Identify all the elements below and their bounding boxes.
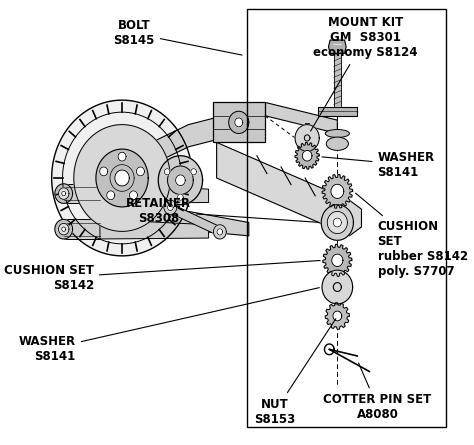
Polygon shape (321, 205, 354, 240)
Polygon shape (302, 150, 312, 161)
Polygon shape (100, 219, 209, 239)
Polygon shape (295, 125, 319, 151)
Text: MOUNT KIT
GM  S8301
economy S8124: MOUNT KIT GM S8301 economy S8124 (310, 16, 418, 131)
Polygon shape (333, 311, 342, 321)
Polygon shape (178, 194, 183, 200)
Polygon shape (100, 184, 209, 203)
Polygon shape (322, 174, 353, 208)
Ellipse shape (325, 129, 349, 138)
Polygon shape (100, 167, 108, 176)
Polygon shape (137, 167, 145, 176)
Polygon shape (58, 223, 69, 235)
Text: NUT
S8153: NUT S8153 (255, 319, 336, 425)
Polygon shape (168, 202, 221, 237)
Text: WASHER
S8141: WASHER S8141 (18, 287, 319, 363)
Polygon shape (64, 219, 100, 239)
Polygon shape (175, 175, 185, 186)
Polygon shape (64, 184, 100, 203)
Polygon shape (331, 184, 344, 198)
Polygon shape (322, 270, 353, 304)
Polygon shape (333, 283, 341, 291)
Polygon shape (55, 184, 73, 203)
Polygon shape (158, 156, 202, 205)
Polygon shape (167, 166, 193, 194)
Text: BOLT
S8145: BOLT S8145 (113, 20, 242, 55)
Polygon shape (217, 142, 362, 236)
Bar (318, 107, 356, 116)
Text: CUSHION SET
S8142: CUSHION SET S8142 (4, 260, 320, 292)
Polygon shape (328, 40, 346, 53)
Polygon shape (107, 191, 115, 200)
Bar (334, 53, 341, 107)
Text: CUSHION
SET
rubber S8142
poly. S7707: CUSHION SET rubber S8142 poly. S7707 (356, 193, 468, 278)
Text: COTTER PIN SET
A8080: COTTER PIN SET A8080 (323, 363, 432, 421)
Polygon shape (332, 254, 343, 267)
Polygon shape (295, 142, 319, 169)
Bar (247, 9, 446, 427)
Ellipse shape (326, 137, 348, 150)
Polygon shape (213, 225, 226, 239)
Polygon shape (228, 111, 249, 134)
Polygon shape (52, 100, 192, 256)
Polygon shape (327, 211, 347, 234)
Polygon shape (58, 188, 69, 199)
Polygon shape (124, 200, 249, 236)
Polygon shape (164, 200, 177, 214)
Polygon shape (213, 102, 265, 142)
Polygon shape (118, 152, 126, 161)
Text: RETAINER
S8308: RETAINER S8308 (126, 198, 319, 225)
Polygon shape (333, 218, 341, 227)
Polygon shape (115, 170, 129, 186)
Polygon shape (323, 244, 352, 276)
Text: WASHER
S8141: WASHER S8141 (322, 151, 435, 178)
Polygon shape (265, 102, 337, 134)
Polygon shape (62, 191, 66, 196)
Polygon shape (325, 303, 349, 329)
Polygon shape (129, 191, 137, 200)
Polygon shape (96, 149, 148, 207)
Polygon shape (124, 111, 249, 178)
Polygon shape (191, 169, 196, 175)
Polygon shape (55, 219, 73, 239)
Polygon shape (62, 227, 66, 231)
Polygon shape (74, 125, 170, 231)
Bar (305, 123, 309, 136)
Polygon shape (217, 229, 223, 235)
Polygon shape (235, 118, 243, 127)
Polygon shape (164, 169, 170, 175)
Polygon shape (167, 204, 173, 210)
Polygon shape (304, 135, 310, 141)
